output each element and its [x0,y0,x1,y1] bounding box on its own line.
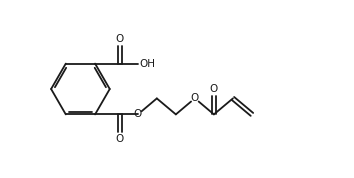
Text: O: O [191,93,199,103]
Text: O: O [210,84,218,94]
Text: O: O [116,134,124,144]
Text: O: O [134,109,142,119]
Text: OH: OH [140,59,156,69]
Text: O: O [116,34,124,44]
